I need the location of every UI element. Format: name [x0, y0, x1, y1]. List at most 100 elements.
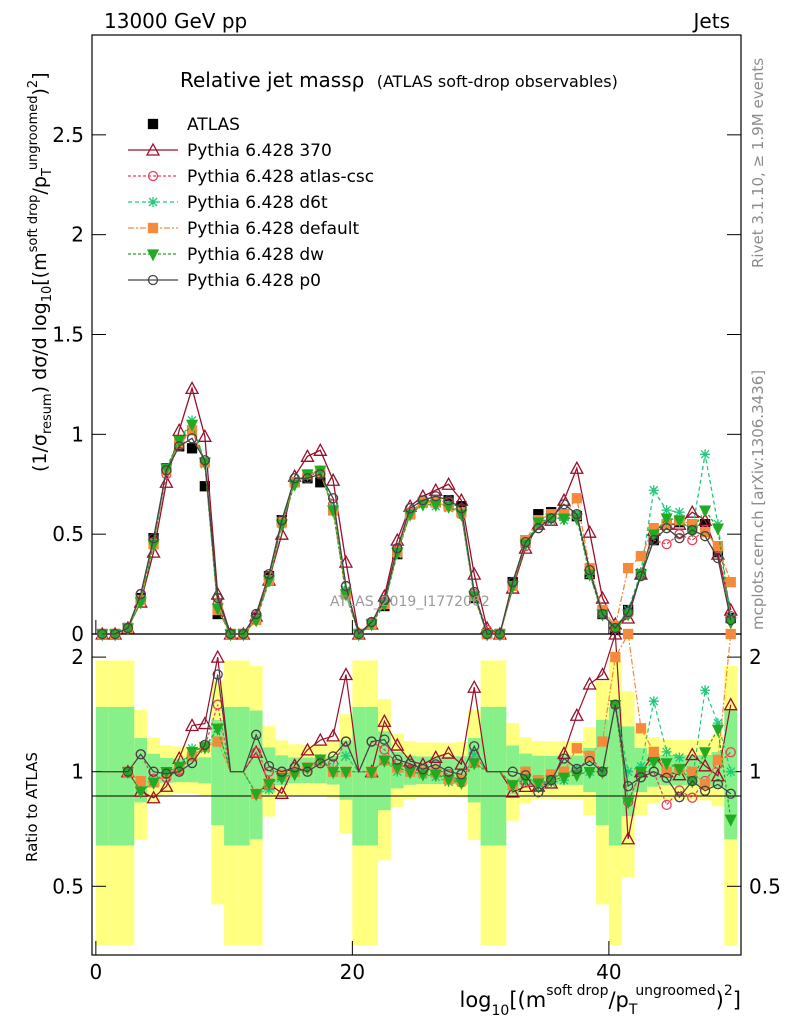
- point-ratio: [507, 766, 518, 777]
- legend-item-atlas: ATLAS: [147, 115, 240, 135]
- point-ratio: [725, 766, 736, 777]
- point-main: [263, 568, 275, 580]
- point-main: [212, 592, 223, 604]
- point-main: [622, 606, 634, 618]
- point-main: [122, 622, 134, 634]
- header-left: 13000 GeV pp: [104, 9, 247, 33]
- point-main: [302, 473, 313, 484]
- point-ratio: [338, 667, 354, 681]
- point-ratio: [210, 649, 225, 663]
- point-ratio: [135, 776, 146, 787]
- point-ratio: [276, 766, 287, 777]
- y-tick-label-ratio: 1: [71, 760, 84, 784]
- point-ratio: [725, 628, 736, 640]
- chart-title-sub: (ATLAS soft-drop observables): [377, 72, 618, 91]
- legend-item-pythia-6-428-d6t: Pythia 6.428 d6t: [128, 193, 328, 213]
- point-main: [314, 465, 327, 478]
- point-ratio: [185, 746, 199, 760]
- point-main: [225, 628, 236, 640]
- point-main: [635, 570, 647, 582]
- y-tick-label-main: 1: [71, 422, 84, 446]
- point-ratio: [506, 780, 519, 793]
- point-main: [507, 576, 518, 588]
- point-main: [597, 608, 608, 620]
- point-ratio: [700, 685, 711, 696]
- point-ratio: [597, 766, 608, 777]
- point-ratio: [148, 766, 159, 777]
- rivet-version: Rivet 3.1.10, ≥ 1.9M events: [749, 58, 767, 268]
- point-ratio: [184, 718, 200, 732]
- point-ratio: [146, 790, 161, 804]
- y-tick-label-ratio: 2: [71, 645, 84, 669]
- point-ratio: [186, 757, 198, 769]
- point-main: [148, 533, 159, 544]
- y-tick-label-main: 0.5: [52, 522, 84, 546]
- x-axis-label: log10[(msoft drop/pTungroomed)2]: [460, 983, 742, 1019]
- axis-ticks: 00.511.522.50.5 0.51 12 20 20 40: [52, 123, 781, 984]
- point-ratio: [274, 786, 289, 800]
- chart-title-main: Relative jet massρ: [180, 68, 364, 92]
- legend-item-pythia-6-428-default: Pythia 6.428 default: [128, 219, 360, 239]
- point-main: [301, 469, 314, 482]
- point-ratio: [197, 716, 212, 730]
- legend-marker: [148, 197, 158, 207]
- point-main: [340, 580, 352, 592]
- band-inner: [493, 706, 507, 846]
- legend-marker: [147, 118, 159, 130]
- series-lines: [95, 381, 738, 845]
- legend-item-pythia-6-428-atlas-csc: Pythia 6.428 atlas-csc: [128, 167, 374, 187]
- point-ratio: [505, 784, 520, 798]
- point-ratio: [660, 758, 673, 771]
- point-ratio: [211, 723, 224, 736]
- point-main: [174, 441, 185, 452]
- point-ratio: [661, 772, 672, 783]
- point-main: [711, 523, 724, 536]
- point-ratio: [327, 751, 339, 762]
- point-ratio: [597, 736, 608, 747]
- point-main: [161, 465, 172, 476]
- point-ratio: [687, 775, 698, 787]
- point-main: [441, 476, 456, 490]
- point-main: [660, 513, 673, 526]
- point-ratio: [378, 755, 391, 768]
- point-ratio: [635, 723, 647, 734]
- legend-marker: [147, 222, 159, 234]
- point-ratio: [392, 754, 403, 765]
- point-main: [712, 540, 724, 552]
- point-ratio: [456, 769, 467, 780]
- point-main: [546, 513, 557, 524]
- point-ratio: [595, 667, 610, 681]
- point-ratio: [469, 741, 480, 752]
- point-main: [276, 515, 287, 526]
- point-main: [725, 614, 736, 626]
- point-main: [674, 507, 685, 518]
- point-ratio: [711, 724, 724, 737]
- point-ratio: [313, 732, 328, 746]
- header-right: Jets: [692, 9, 730, 33]
- point-main: [725, 576, 736, 588]
- point-ratio: [442, 774, 455, 787]
- point-main: [622, 562, 634, 574]
- legend-label: ATLAS: [187, 115, 240, 135]
- legend-marker: [147, 274, 159, 286]
- point-ratio: [712, 754, 724, 766]
- point-ratio: [635, 772, 647, 783]
- point-main: [595, 590, 610, 604]
- point-ratio: [134, 786, 147, 799]
- point-main: [635, 550, 647, 562]
- point-ratio: [674, 792, 685, 803]
- point-main: [199, 455, 211, 466]
- point-ratio: [340, 750, 351, 761]
- point-ratio: [610, 651, 621, 663]
- point-ratio: [710, 768, 726, 782]
- point-ratio: [263, 760, 275, 772]
- point-ratio: [648, 766, 659, 777]
- point-main: [557, 513, 571, 526]
- point-ratio: [262, 778, 276, 791]
- point-ratio: [672, 767, 687, 781]
- point-ratio: [622, 780, 634, 792]
- band-inner: [480, 706, 494, 846]
- point-ratio: [571, 763, 582, 775]
- point-ratio: [251, 729, 262, 740]
- point-main: [584, 564, 595, 576]
